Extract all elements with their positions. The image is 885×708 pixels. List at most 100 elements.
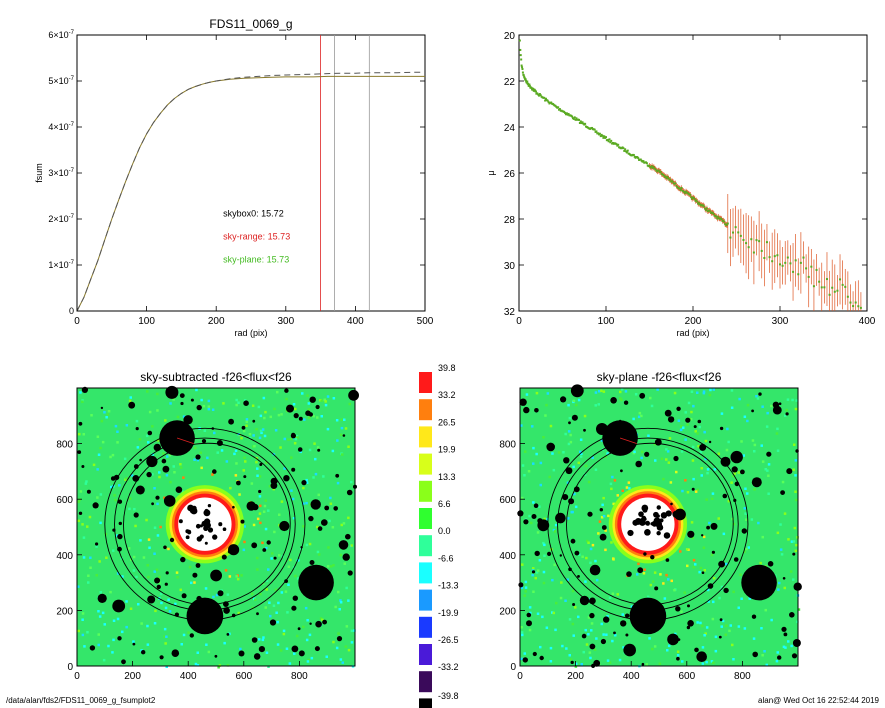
noise-pixel <box>339 433 343 437</box>
noise-pixel <box>116 617 120 621</box>
masked-source <box>154 577 161 584</box>
noise-pixel <box>242 469 245 472</box>
profile-point <box>705 208 708 211</box>
noise-pixel <box>543 554 546 557</box>
masked-source <box>722 493 728 499</box>
profile-point <box>606 138 609 141</box>
noise-pixel <box>343 418 346 421</box>
noise-pixel <box>783 512 787 515</box>
profile-point <box>623 149 626 152</box>
noise-pixel <box>551 452 554 455</box>
noise-pixel <box>234 474 238 477</box>
profile-point <box>550 101 553 104</box>
noise-pixel <box>521 496 524 500</box>
y-tick-label: 28 <box>504 215 516 226</box>
noise-pixel <box>766 411 769 415</box>
masked-source <box>740 469 745 475</box>
noise-pixel <box>347 516 350 520</box>
noise-pixel <box>267 665 270 668</box>
noise-pixel <box>307 658 310 662</box>
noise-pixel <box>555 601 558 605</box>
noise-pixel <box>528 514 531 518</box>
noise-pixel <box>714 635 718 639</box>
noise-pixel <box>694 490 698 493</box>
noise-pixel <box>794 474 797 477</box>
masked-source <box>699 443 707 451</box>
masked-source <box>243 475 247 479</box>
noise-pixel <box>692 565 695 569</box>
noise-pixel <box>263 434 267 438</box>
profile-point <box>567 112 570 115</box>
noise-pixel <box>647 434 650 437</box>
noise-pixel <box>594 391 598 394</box>
noise-pixel <box>264 499 267 502</box>
x-tick-label: 200 <box>124 671 141 682</box>
profile-point <box>543 96 546 99</box>
noise-pixel <box>306 660 310 663</box>
noise-pixel <box>669 481 673 484</box>
noise-pixel <box>698 570 701 574</box>
noise-pixel <box>588 651 592 654</box>
noise-pixel <box>128 399 132 403</box>
noise-pixel <box>294 437 298 441</box>
noise-pixel <box>536 531 540 534</box>
core-source <box>627 529 634 537</box>
noise-pixel <box>770 404 773 408</box>
profile-point <box>609 141 612 144</box>
panel4-title: sky-plane -f26<flux<f26 <box>597 370 722 384</box>
noise-pixel <box>240 574 243 577</box>
masked-source <box>720 456 731 467</box>
noise-pixel <box>630 605 634 608</box>
noise-pixel <box>254 598 257 601</box>
noise-pixel <box>302 502 305 505</box>
profile-point <box>703 205 706 208</box>
masked-source <box>179 393 185 398</box>
noise-pixel <box>169 402 172 405</box>
noise-pixel <box>223 641 226 645</box>
noise-pixel <box>160 601 163 605</box>
masked-source <box>212 469 217 474</box>
profile-point <box>667 177 670 180</box>
masked-source <box>641 662 645 666</box>
masked-source <box>693 425 697 429</box>
profile-point <box>593 128 596 131</box>
masked-source <box>537 519 550 532</box>
noise-pixel <box>314 457 317 461</box>
noise-pixel <box>680 450 684 453</box>
profile-point <box>794 259 797 262</box>
noise-pixel <box>619 397 622 400</box>
noise-pixel <box>255 428 258 431</box>
profile-point <box>671 180 674 183</box>
y-tick-label: 22 <box>504 77 516 88</box>
x-tick-label: 600 <box>235 671 252 682</box>
y-tick-label: 2×10-7 <box>48 214 74 224</box>
noise-pixel <box>590 629 593 632</box>
noise-pixel <box>116 430 119 433</box>
profile-point <box>527 82 530 85</box>
masked-source <box>751 409 754 413</box>
noise-pixel <box>264 527 268 531</box>
noise-pixel <box>158 575 161 579</box>
noise-pixel <box>561 644 564 648</box>
masked-source <box>751 614 757 619</box>
noise-pixel <box>168 610 172 613</box>
profile-point <box>799 261 802 264</box>
masked-source <box>570 538 576 544</box>
profile-point <box>812 285 815 288</box>
colorbar-swatch-7 <box>419 562 432 584</box>
y-tick-label: 0 <box>67 662 73 673</box>
colorbar-swatch-8 <box>419 589 432 611</box>
noise-pixel <box>600 389 603 393</box>
footer-timestamp: alan@ Wed Oct 16 22:52:44 2019 <box>758 696 879 705</box>
noise-pixel <box>276 390 279 394</box>
noise-pixel <box>100 419 104 423</box>
noise-pixel <box>697 445 700 448</box>
masked-source <box>670 502 673 506</box>
noise-pixel <box>602 390 606 393</box>
masked-source <box>572 603 576 606</box>
noise-pixel <box>567 403 570 407</box>
noise-pixel <box>751 439 755 442</box>
masked-source <box>560 396 567 403</box>
noise-pixel <box>306 394 309 397</box>
noise-pixel <box>665 458 668 461</box>
